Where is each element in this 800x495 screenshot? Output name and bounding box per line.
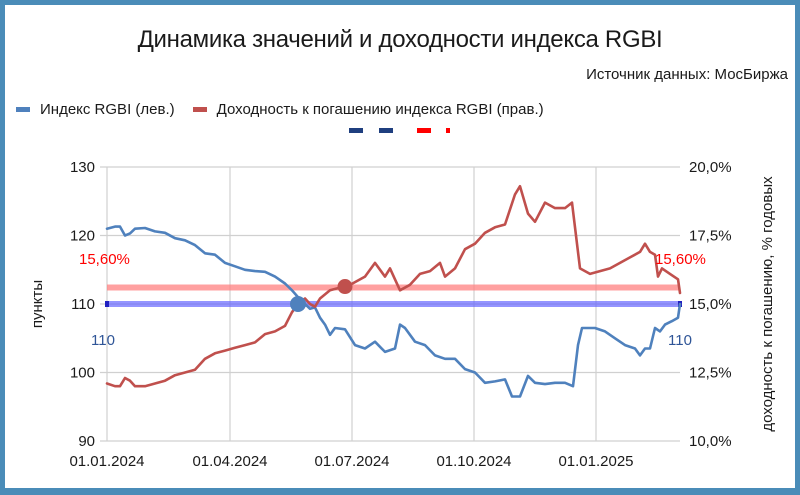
legend: Индекс RGBI (лев.) Доходность к погашени… [16,101,562,118]
yield-ref-label-right: 15,60% [655,251,706,268]
markers [290,279,353,312]
y-tick-left: 90 [78,433,95,450]
yield-marker [337,279,353,295]
y-tick-right: 17,5% [689,228,732,245]
x-tick: 01.10.2024 [436,453,511,470]
y-axis-label-left: пункты [29,280,46,328]
dash-mark [446,128,450,133]
yield-series-line [105,184,682,388]
index-marker [290,296,306,312]
legend-label-yield: Доходность к погашению индекса RGBI (пра… [216,101,544,118]
index-ref-label-right: 110 [668,332,692,349]
y-tick-left: 100 [70,365,95,382]
dash-mark [349,128,363,133]
legend-swatch-yield [192,107,207,112]
legend-label-index: Индекс RGBI (лев.) [40,101,175,118]
x-tick: 01.04.2024 [192,453,267,470]
legend-item-yield[interactable]: Доходность к погашению индекса RGBI (пра… [192,101,544,118]
chart-card [5,5,795,488]
axis-ticks: 90 10,0% 100 12,5% 110 15,0% 120 17,5% 130 20,0% 0… [69,159,731,470]
legend-item-index[interactable]: Индекс RGBI (лев.) [16,101,175,118]
x-tick: 01.01.2025 [558,453,633,470]
series-lines [105,184,682,398]
y-tick-left: 130 [70,159,95,176]
index-series-line [105,225,682,398]
x-tick: 01.01.2024 [69,453,144,470]
y-tick-left: 120 [70,228,95,245]
index-ref-label-left: 110 [91,332,115,349]
y-tick-right: 12,5% [689,365,732,382]
yield-ref-label-left: 15,60% [79,251,130,268]
legend-swatch-index [16,107,30,112]
dash-mark [417,128,431,133]
y-tick-right: 10,0% [689,433,732,450]
ref-endcap [105,301,109,307]
data-source: Источник данных: МосБиржа [586,66,788,83]
y-axis-label-right: доходность к погашению, % годовых [759,176,776,432]
grid-lines [100,166,680,442]
chart-title: Динамика значений и доходности индекса R… [137,26,663,53]
dash-mark [379,128,393,133]
y-tick-right: 20,0% [689,159,732,176]
y-tick-right: 15,0% [689,296,732,313]
y-tick-left: 110 [71,296,95,313]
x-tick: 01.07.2024 [314,453,389,470]
